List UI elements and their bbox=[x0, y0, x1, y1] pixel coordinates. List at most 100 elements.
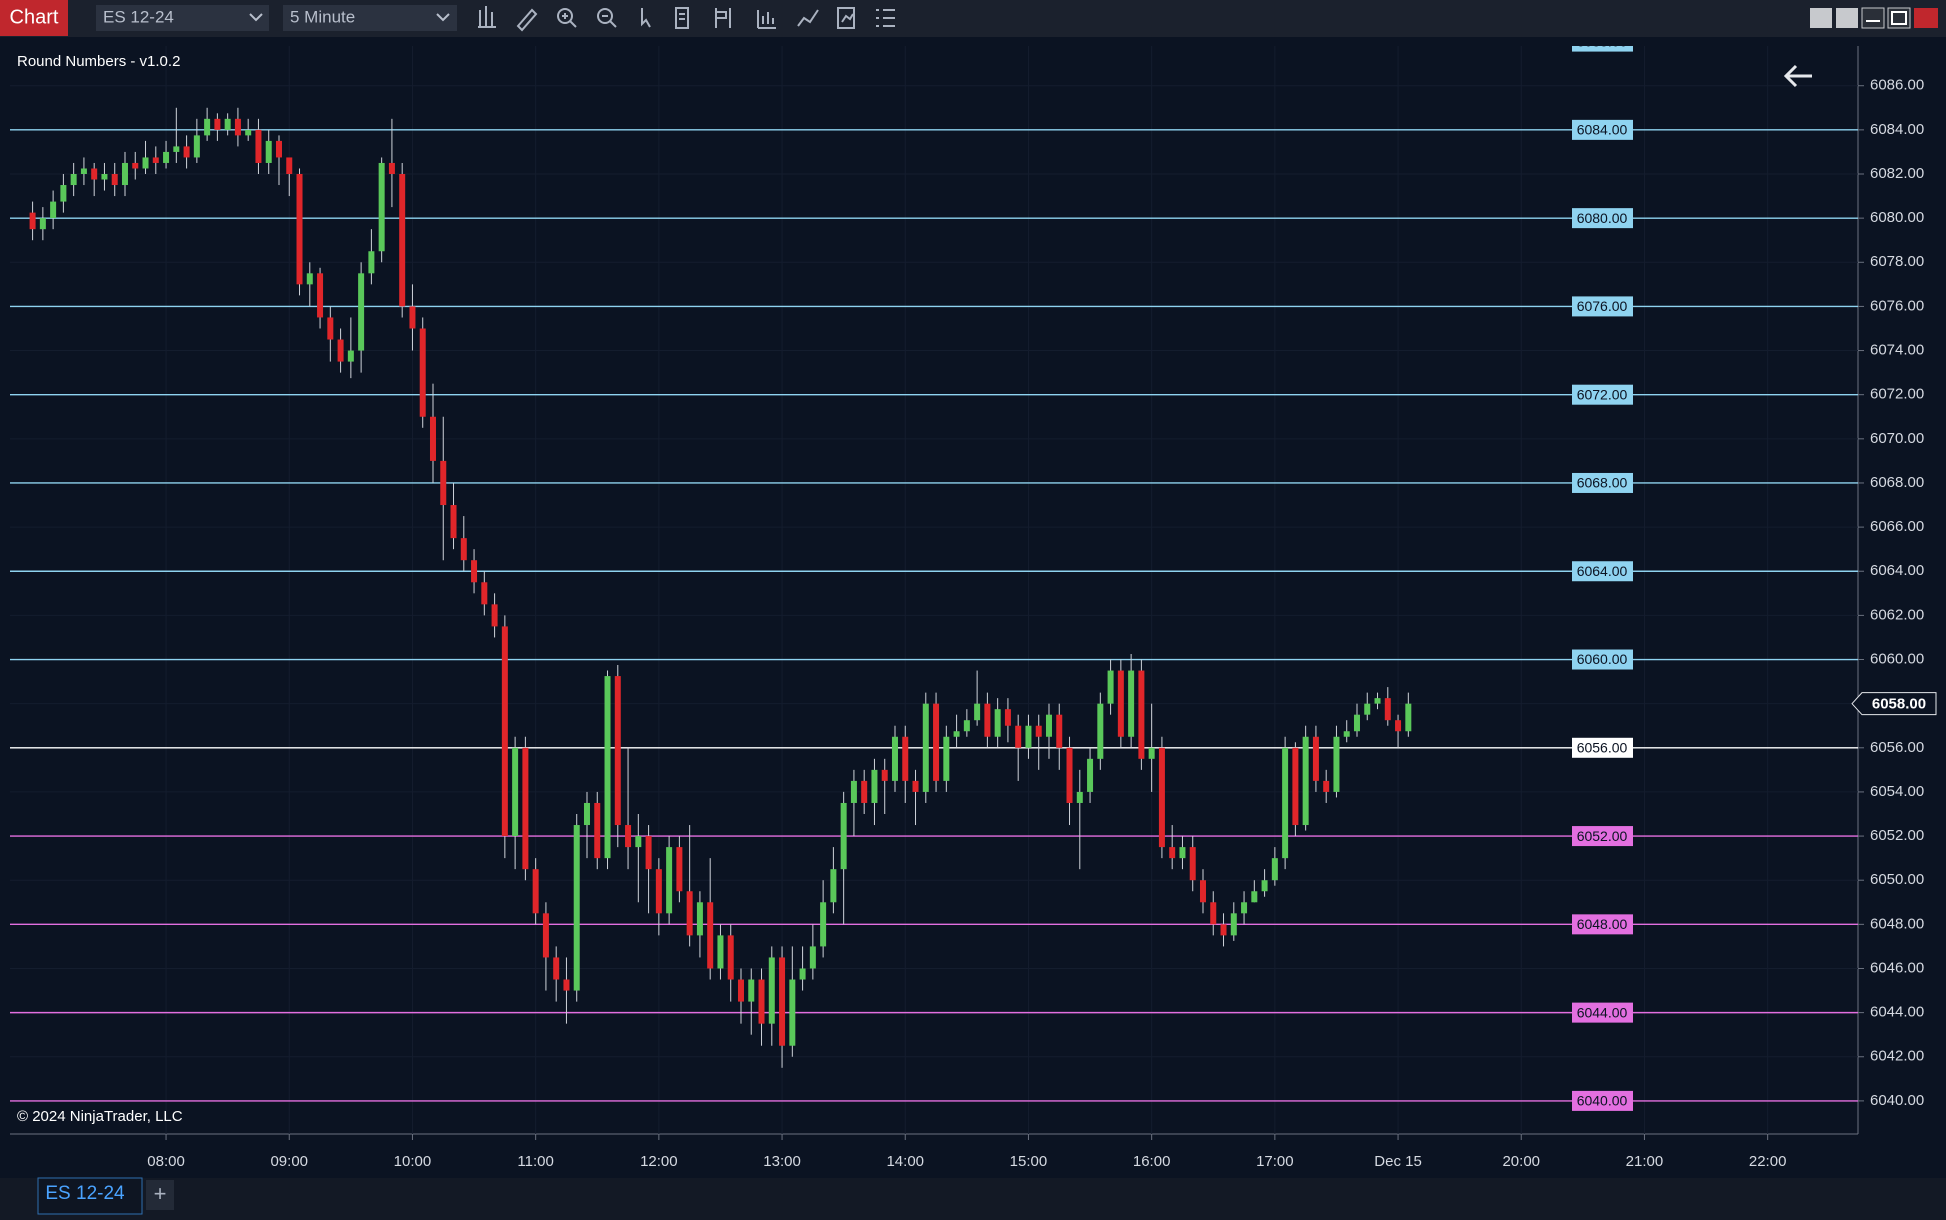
candle-body bbox=[748, 979, 755, 1002]
last-price-marker bbox=[1851, 692, 1937, 716]
y-tick-label: 6080.00 bbox=[1870, 209, 1924, 226]
candle-body bbox=[1210, 902, 1217, 925]
candle-body bbox=[224, 118, 231, 130]
candle-body bbox=[142, 157, 149, 169]
candle-body bbox=[840, 802, 847, 870]
back-arrow[interactable] bbox=[1783, 64, 1812, 88]
candle-body bbox=[409, 306, 416, 329]
x-tick-label: 13:00 bbox=[763, 1153, 801, 1170]
window-buttons[interactable] bbox=[1810, 7, 1938, 29]
candle-body bbox=[881, 769, 888, 781]
level-label-box bbox=[1572, 1002, 1633, 1023]
instrument-label[interactable]: ES 12-24 bbox=[103, 7, 174, 26]
y-tick-label: 6072.00 bbox=[1870, 386, 1924, 403]
candle-body bbox=[573, 825, 580, 991]
candle-body bbox=[1251, 891, 1258, 903]
candle-body bbox=[1312, 736, 1319, 781]
candle-body bbox=[583, 802, 590, 826]
interval-dropdown[interactable] bbox=[283, 5, 457, 31]
candle-body bbox=[850, 780, 857, 803]
candle-body bbox=[70, 174, 77, 186]
candle-body bbox=[686, 891, 693, 936]
candle-body bbox=[121, 162, 128, 186]
y-tick-label: 6084.00 bbox=[1870, 121, 1924, 138]
candle-body bbox=[50, 201, 57, 219]
candle-body bbox=[871, 769, 878, 803]
add-tab-button[interactable] bbox=[146, 1180, 174, 1210]
candle-body bbox=[737, 979, 744, 1002]
candle-body bbox=[275, 140, 282, 158]
tab-label[interactable]: ES 12-24 bbox=[45, 1183, 125, 1204]
candle-body bbox=[183, 146, 190, 158]
level-label-box bbox=[1572, 296, 1633, 317]
candle-body bbox=[984, 703, 991, 737]
candle-body bbox=[471, 560, 478, 583]
x-tick-label: 12:00 bbox=[640, 1153, 678, 1170]
x-tick-label: 08:00 bbox=[147, 1153, 185, 1170]
candle-body bbox=[204, 118, 211, 136]
y-tick-label: 6040.00 bbox=[1870, 1092, 1924, 1109]
level-label: 6060.00 bbox=[1577, 651, 1628, 667]
candle-body bbox=[80, 168, 87, 174]
level-label: 6076.00 bbox=[1577, 298, 1628, 314]
y-tick-label: 6086.00 bbox=[1870, 77, 1924, 94]
candle-body bbox=[974, 703, 981, 721]
level-label: 6072.00 bbox=[1577, 386, 1628, 402]
level-label-box bbox=[1572, 737, 1633, 758]
dropdown-chevron bbox=[436, 13, 450, 22]
candle-body bbox=[953, 731, 960, 737]
instrument-dropdown[interactable] bbox=[96, 5, 269, 31]
candle-body bbox=[522, 747, 529, 870]
y-tick-label: 6056.00 bbox=[1870, 739, 1924, 756]
candle-body bbox=[327, 317, 334, 340]
candle-body bbox=[933, 703, 940, 781]
add-tab-label[interactable]: + bbox=[154, 1181, 167, 1206]
level-label: 6068.00 bbox=[1577, 475, 1628, 491]
y-tick-label: 6064.00 bbox=[1870, 562, 1924, 579]
candle-body bbox=[399, 174, 406, 307]
candle-body bbox=[429, 416, 436, 461]
candle-body bbox=[994, 709, 1001, 737]
candle-body bbox=[666, 847, 673, 914]
candle-body bbox=[306, 273, 313, 285]
candle-body bbox=[491, 604, 498, 627]
tab[interactable] bbox=[37, 1177, 143, 1215]
level-label-box bbox=[1572, 119, 1633, 140]
candle-body bbox=[1045, 714, 1052, 737]
candle-body bbox=[861, 780, 868, 803]
candle-body bbox=[296, 174, 303, 285]
level-label: 6084.00 bbox=[1577, 122, 1628, 138]
candle-body bbox=[286, 157, 293, 174]
chart-menu-button[interactable] bbox=[0, 0, 68, 36]
interval-label[interactable]: 5 Minute bbox=[290, 7, 355, 26]
candle-body bbox=[532, 869, 539, 914]
last-price-label: 6058.00 bbox=[1872, 696, 1926, 713]
x-tick-label: 15:00 bbox=[1010, 1153, 1048, 1170]
x-tick-label: 11:00 bbox=[517, 1153, 553, 1170]
level-label: 6048.00 bbox=[1577, 916, 1628, 932]
candle-body bbox=[132, 162, 139, 169]
candle-body bbox=[337, 339, 344, 362]
y-tick-label: 6044.00 bbox=[1870, 1004, 1924, 1021]
level-label-box bbox=[1572, 561, 1633, 582]
y-tick-label: 6042.00 bbox=[1870, 1048, 1924, 1065]
toolbar-icons[interactable] bbox=[478, 6, 895, 32]
candle-body bbox=[963, 720, 970, 732]
candle-body bbox=[1158, 747, 1165, 848]
candle-body bbox=[1004, 709, 1011, 726]
candle-body bbox=[1179, 847, 1186, 859]
x-tick-label: 10:00 bbox=[394, 1153, 432, 1170]
indicator-label: Round Numbers - v1.0.2 bbox=[17, 53, 180, 70]
candle-body bbox=[1138, 670, 1145, 759]
candle-body bbox=[1117, 670, 1124, 737]
y-tick-label: 6068.00 bbox=[1870, 474, 1924, 491]
candle-body bbox=[676, 847, 683, 892]
chart-menu-label[interactable]: Chart bbox=[10, 6, 59, 28]
candle-body bbox=[717, 935, 724, 969]
candle-body bbox=[368, 251, 375, 274]
y-tick-label: 6060.00 bbox=[1870, 650, 1924, 667]
candle-body bbox=[1076, 791, 1083, 803]
candle-body bbox=[1364, 703, 1371, 715]
level-label: 6052.00 bbox=[1577, 828, 1628, 844]
